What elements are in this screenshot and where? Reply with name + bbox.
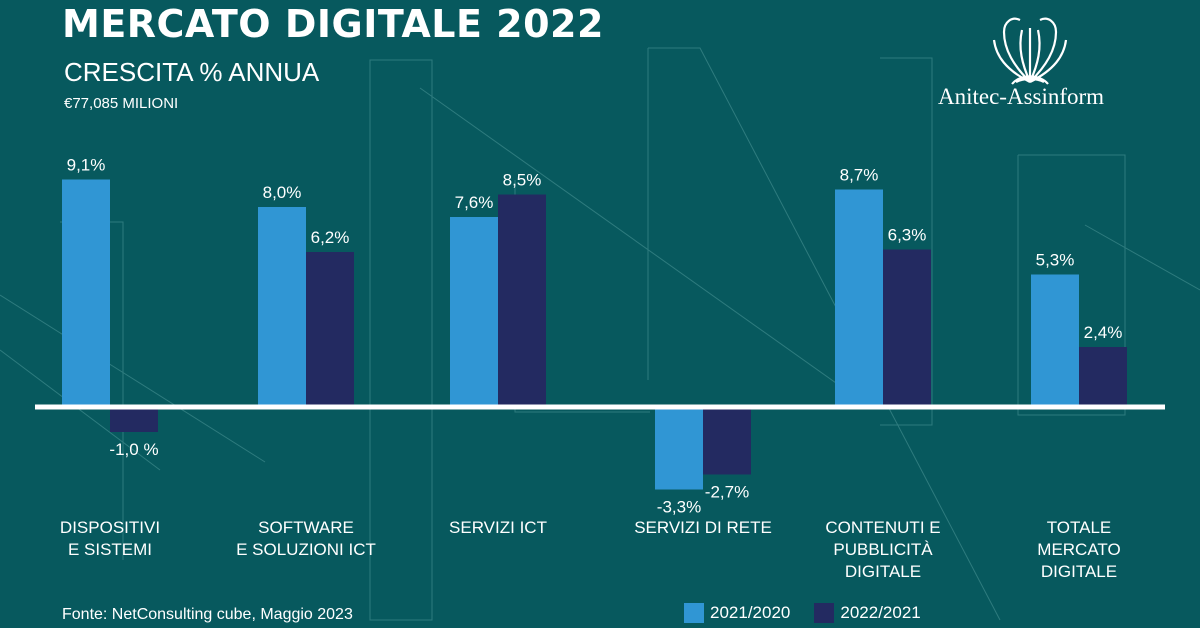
category-label-3: SERVIZI DI RETE — [634, 518, 772, 537]
legend-label-2021: 2021/2020 — [710, 603, 791, 622]
bar-2021-0 — [62, 179, 110, 407]
category-label-2: SERVIZI ICT — [449, 518, 547, 537]
bar-2021-4 — [835, 189, 883, 407]
source-note: Fonte: NetConsulting cube, Maggio 2023 — [62, 606, 353, 623]
market-total: €77,085 MILIONI — [64, 95, 179, 112]
bar-2021-5 — [1031, 274, 1079, 407]
bar-2022-0 — [110, 407, 158, 432]
bar-2022-3 — [703, 407, 751, 475]
value-label-2021-1: 8,0% — [263, 183, 302, 202]
legend: 2021/2020 2022/2021 — [684, 603, 945, 623]
category-label-0: DISPOSITIVI E SISTEMI — [59, 518, 161, 559]
category-label-5: TOTALE MERCATO DIGITALE — [1037, 518, 1121, 581]
value-label-2021-0: 9,1% — [67, 156, 106, 175]
legend-item-2021: 2021/2020 — [684, 603, 790, 623]
value-label-2022-0: -1,0 % — [109, 440, 158, 459]
value-label-2021-3: -3,3% — [657, 498, 701, 517]
legend-swatch-2022 — [814, 603, 835, 623]
legend-swatch-2021 — [684, 603, 704, 623]
value-label-2022-2: 8,5% — [503, 171, 542, 190]
value-label-2022-1: 6,2% — [311, 228, 350, 247]
category-label-4: CONTENUTI E PUBBLICITÀ DIGITALE — [825, 518, 941, 581]
value-label-2021-5: 5,3% — [1036, 251, 1075, 270]
value-label-2022-3: -2,7% — [705, 483, 749, 502]
category-label-1: SOFTWARE E SOLUZIONI ICT — [236, 518, 376, 559]
bar-2022-4 — [883, 249, 931, 407]
legend-item-2022: 2022/2021 — [814, 603, 921, 623]
logo-icon — [992, 17, 1068, 85]
bar-2022-1 — [306, 252, 354, 407]
bar-2021-3 — [655, 407, 703, 490]
bar-2021-1 — [258, 207, 306, 407]
legend-label-2022: 2022/2021 — [840, 603, 921, 622]
value-label-2022-5: 2,4% — [1084, 323, 1123, 342]
value-label-2022-4: 6,3% — [888, 226, 927, 245]
value-label-2021-2: 7,6% — [455, 193, 494, 212]
value-label-2021-4: 8,7% — [840, 166, 879, 185]
bar-2022-5 — [1079, 347, 1127, 407]
bar-2021-2 — [450, 217, 498, 407]
brand-name: Anitec-Assinform — [938, 84, 1105, 109]
page-title: MERCATO DIGITALE 2022 — [62, 2, 604, 46]
chart-subtitle: CRESCITA % ANNUA — [64, 57, 320, 87]
bar-2022-2 — [498, 194, 546, 407]
